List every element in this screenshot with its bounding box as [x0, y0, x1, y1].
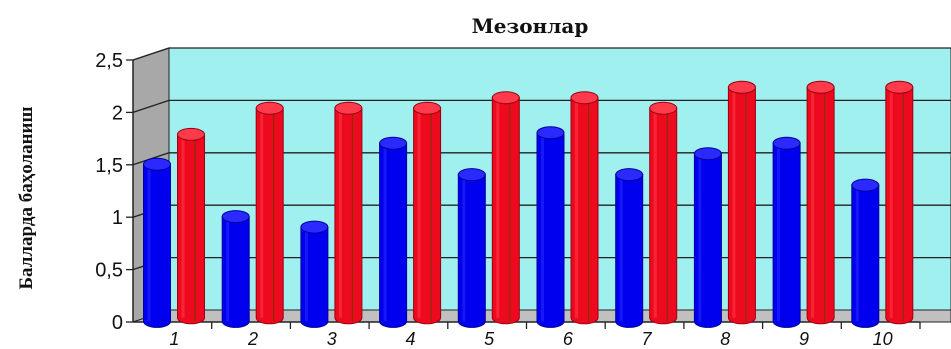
bar-highlight [777, 145, 781, 322]
bar-top [300, 220, 329, 234]
bar-highlight [889, 89, 893, 318]
bar-highlight [260, 110, 264, 318]
bar-highlight [575, 99, 578, 318]
bar-top [806, 80, 835, 94]
bar-top [693, 147, 722, 161]
bar-highlight [541, 134, 544, 322]
x-tick-label: 4 [405, 329, 415, 349]
bar-highlight [181, 136, 185, 318]
x-tick-label: 1 [169, 329, 179, 349]
x-tick-label: 6 [563, 329, 574, 349]
bar-top [885, 80, 914, 94]
x-tick-label: 7 [642, 329, 653, 349]
y-tick-label: 1 [112, 207, 123, 229]
x-tick-label: 8 [720, 329, 730, 349]
bar-top [570, 91, 599, 105]
gridline-side [132, 99, 170, 114]
bar-top [379, 136, 408, 150]
bar-top [615, 168, 644, 182]
gridline-side [132, 47, 170, 61]
bar-top [413, 101, 442, 115]
bar-highlight [338, 110, 342, 318]
bar-highlight [226, 218, 230, 322]
bar-top [851, 178, 880, 192]
bar-highlight [732, 89, 736, 318]
bar-highlight [496, 99, 500, 318]
bar-top [536, 126, 565, 140]
bar-top [457, 168, 486, 182]
bar-highlight [619, 176, 623, 322]
bar-highlight [811, 89, 815, 318]
bar-highlight [304, 229, 308, 322]
bar-top [727, 80, 756, 94]
x-tick-label: 5 [484, 329, 495, 349]
bar-highlight [698, 155, 702, 322]
bar-highlight [462, 176, 466, 322]
y-tick-label: 2 [112, 102, 123, 124]
bar-top [255, 101, 284, 115]
y-axis-label: Балларда баҳоланиш [16, 106, 37, 289]
y-tick-label: 0 [112, 312, 123, 334]
x-tick-label: 10 [873, 329, 893, 349]
bar-top [772, 136, 801, 150]
bar-highlight [383, 145, 387, 322]
y-tick-label: 1,5 [95, 155, 123, 177]
y-tick-label: 2,5 [95, 50, 123, 72]
bar-top [491, 91, 520, 105]
bar-top [334, 101, 363, 115]
y-tick-label: 0,5 [95, 260, 123, 282]
x-tick-label: 3 [327, 329, 337, 349]
bar-highlight [855, 187, 859, 322]
bar-top [649, 101, 678, 115]
bar-top [221, 210, 250, 224]
bar-highlight [417, 110, 421, 318]
chart-title: Мезонлар [472, 14, 589, 38]
plot-area: 0 0,5 1 1,5 2 2,5 1 2 3 4 5 6 7 8 9 10 [95, 47, 951, 349]
bar-highlight [147, 166, 151, 322]
x-tick-label: 9 [799, 329, 809, 349]
bar-top [143, 157, 171, 171]
bar-highlight [653, 110, 657, 318]
bar-top [177, 127, 205, 141]
x-tick-label: 2 [247, 329, 258, 349]
